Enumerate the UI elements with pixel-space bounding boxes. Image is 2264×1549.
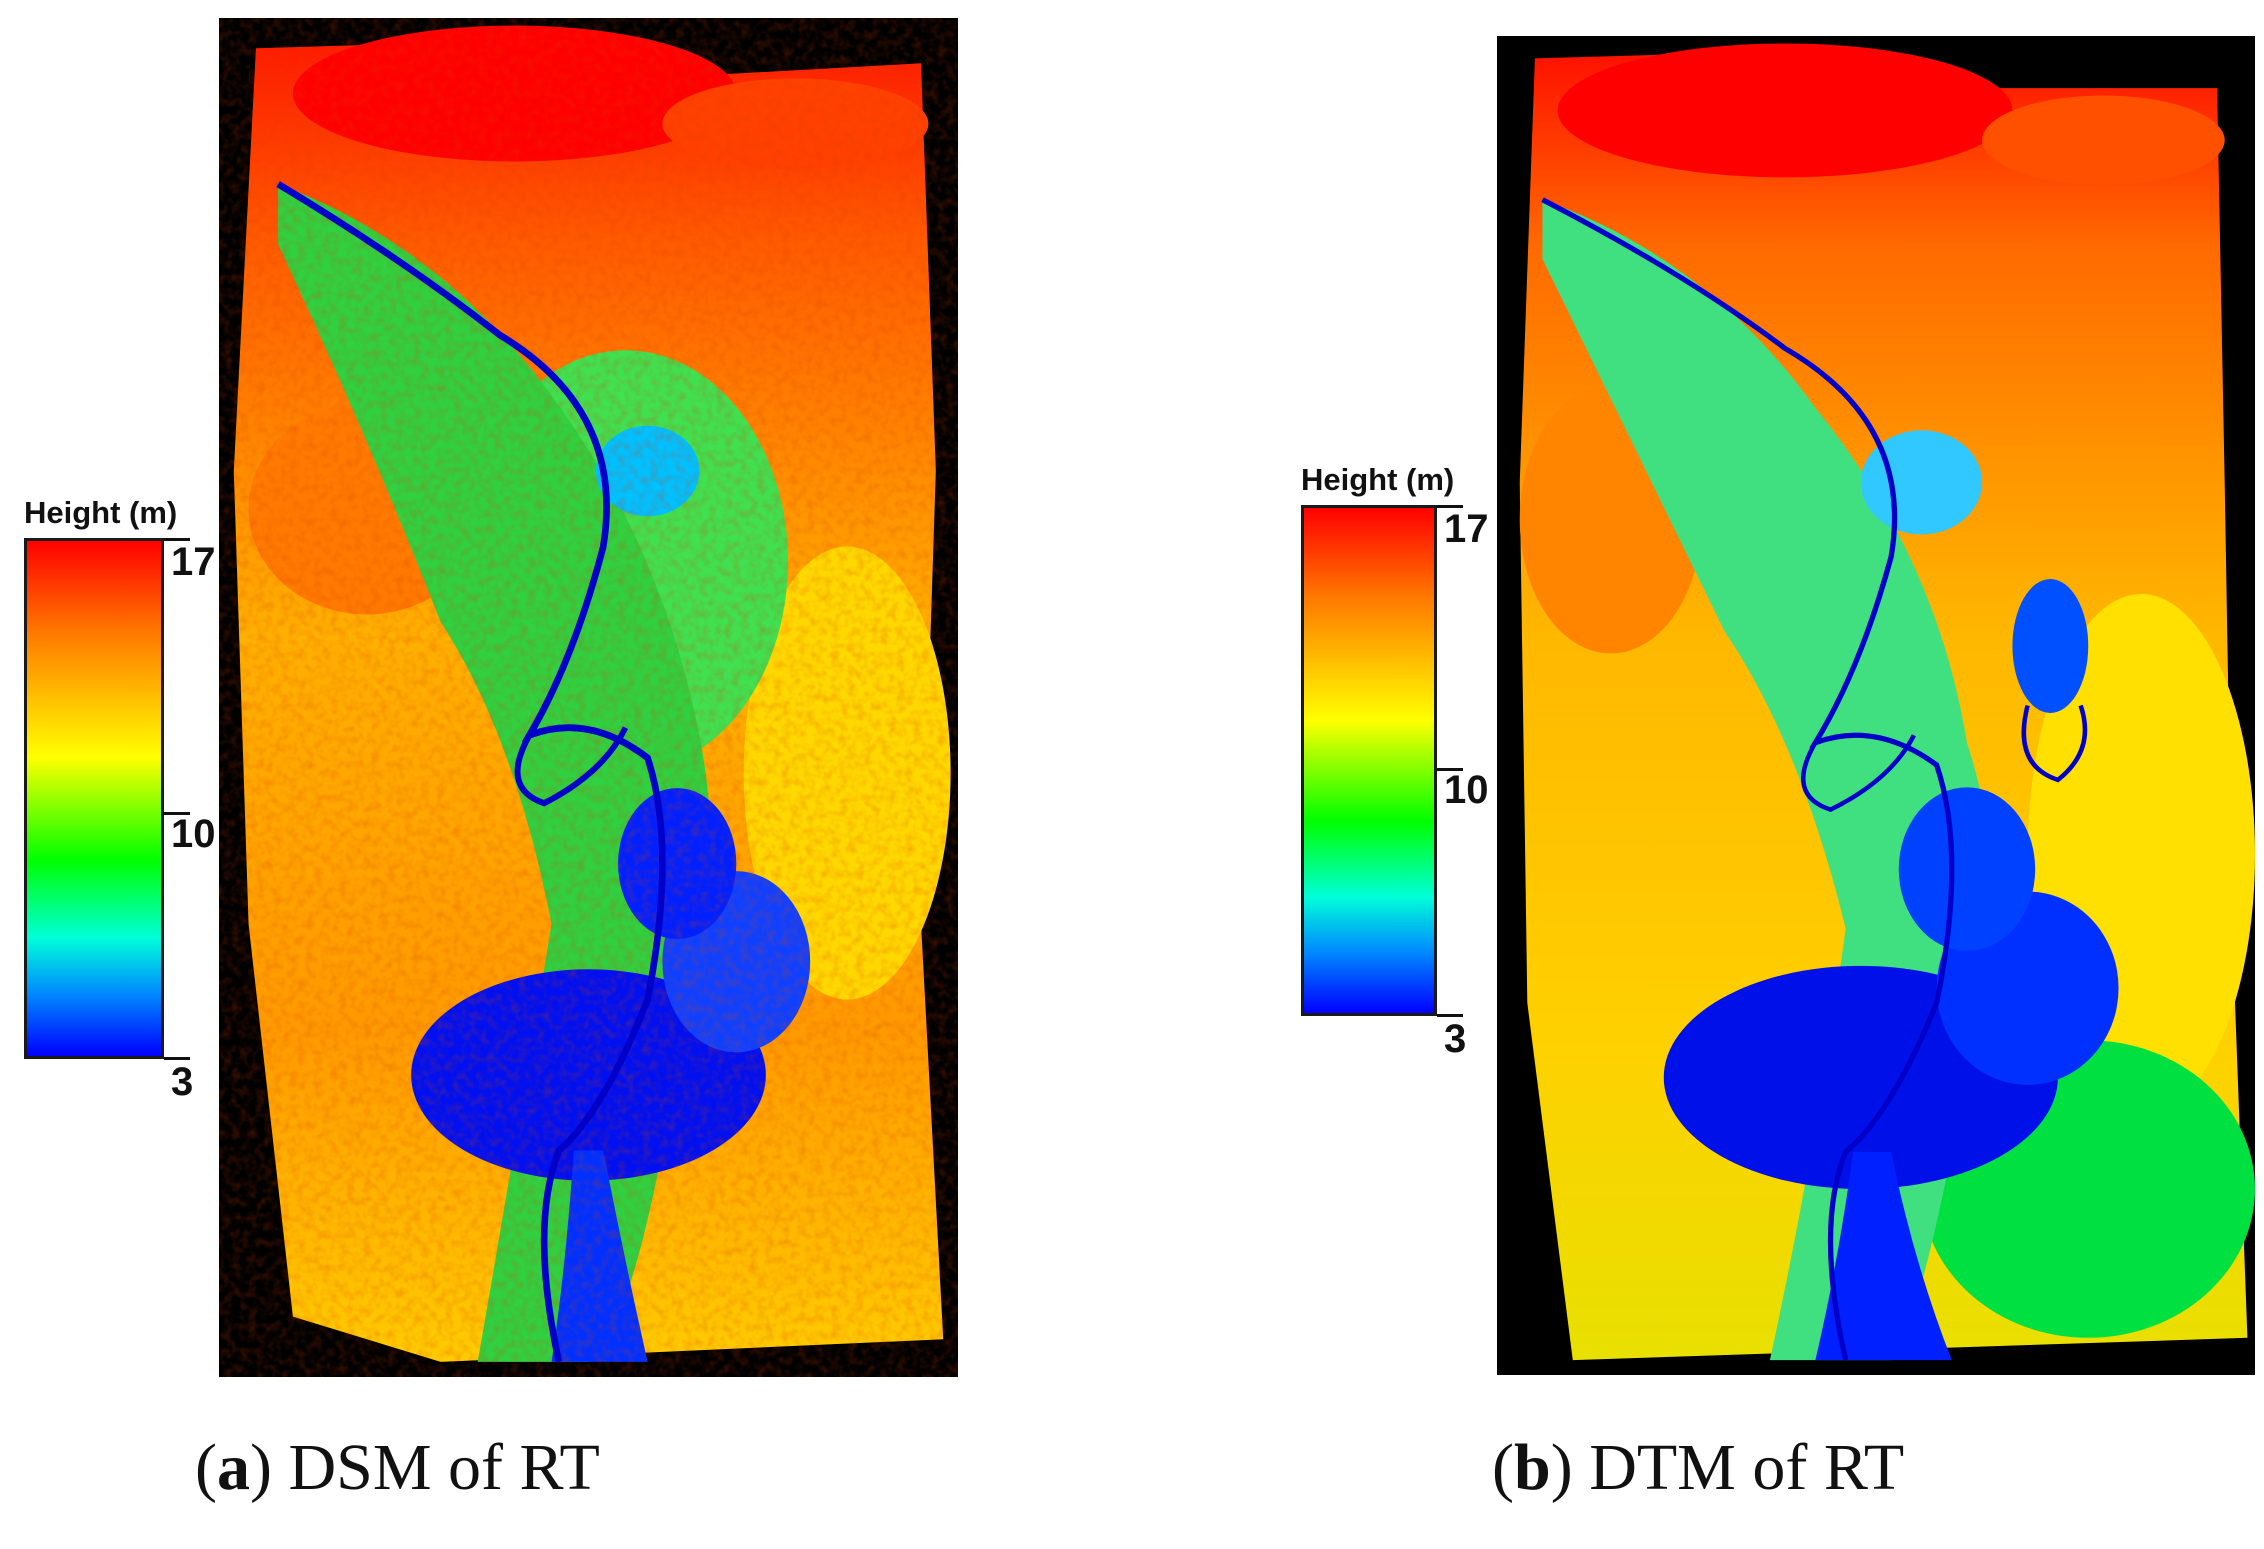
tick-label-min: 3: [1444, 1017, 1467, 1061]
dtm-height-raster: [1497, 36, 2255, 1375]
tick-label-min: 3: [171, 1060, 194, 1104]
dsm-map-image: [219, 18, 958, 1377]
color-scale-bar: [1301, 505, 1437, 1016]
tick-mark-min: [1437, 1014, 1463, 1017]
panel-caption: (b) DTM of RT: [1492, 1431, 1905, 1504]
legend-title: Height (m): [24, 495, 178, 530]
caption-text: DSM of RT: [288, 1431, 600, 1504]
tick-mark-max: [1437, 505, 1463, 508]
tick-mark-max: [164, 538, 190, 541]
tick-mark-min: [164, 1057, 190, 1060]
caption-letter: b: [1513, 1431, 1551, 1504]
panel-dsm: Height (m) 17 10 3 (a) DSM of RT: [24, 18, 958, 1504]
caption-text: DTM of RT: [1589, 1431, 1905, 1504]
tick-label-max: 17: [1444, 507, 1489, 551]
color-scale-bar: [24, 538, 164, 1059]
tick-label-mid: 10: [1444, 768, 1489, 812]
dtm-map-image: [1497, 36, 2255, 1375]
legend-title: Height (m): [1301, 462, 1455, 497]
panel-caption: (a) DSM of RT: [195, 1431, 600, 1504]
dsm-height-raster: [219, 18, 958, 1377]
tick-label-max: 17: [171, 540, 216, 584]
panel-dtm: Height (m) 17 10 3 (b) DTM of RT: [1132, 0, 2264, 1549]
caption-letter: a: [216, 1431, 250, 1504]
tick-label-mid: 10: [171, 812, 216, 856]
tick-mark-mid: [164, 812, 190, 815]
tick-mark-mid: [1437, 768, 1463, 771]
